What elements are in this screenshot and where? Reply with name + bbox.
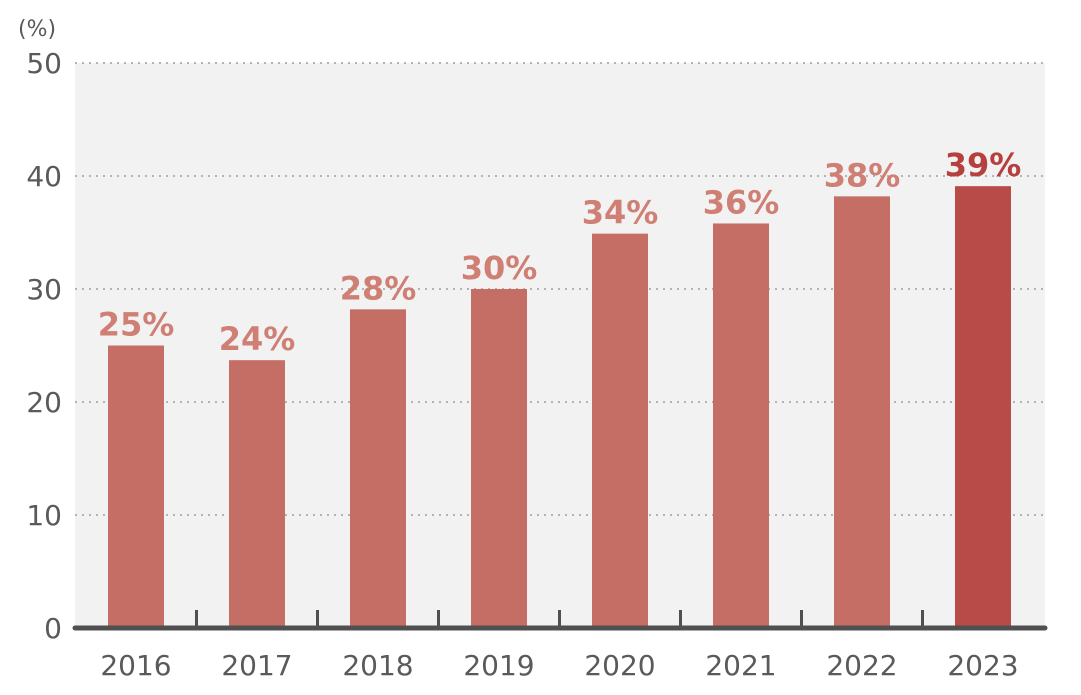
bar (471, 289, 527, 628)
x-tick-label: 2019 (463, 649, 534, 682)
data-label: 25% (98, 306, 175, 344)
data-label: 30% (461, 249, 538, 287)
bar (350, 309, 406, 628)
y-tick-label: 40 (26, 160, 62, 193)
bar (592, 233, 648, 628)
x-tick-label: 2020 (584, 649, 655, 682)
x-tick-label: 2016 (100, 649, 171, 682)
data-label: 28% (340, 269, 417, 307)
bar (834, 196, 890, 628)
y-tick-label: 50 (26, 47, 62, 80)
x-axis-ticks (195, 610, 924, 628)
data-label: 24% (219, 320, 296, 358)
x-tick-label: 2018 (342, 649, 413, 682)
bar (108, 345, 164, 628)
y-tick-label: 20 (26, 386, 62, 419)
data-label: 36% (703, 183, 780, 221)
y-axis-unit-label: (%) (18, 17, 56, 42)
bars-group (108, 186, 1011, 629)
data-label: 34% (582, 194, 659, 232)
x-tick-label: 2022 (826, 649, 897, 682)
y-tick-label: 30 (26, 273, 62, 306)
x-axis-tick-labels: 2016 2017 2018 2019 2020 2021 2022 2023 (100, 649, 1018, 682)
bar (229, 360, 285, 628)
x-tick-label: 2017 (221, 649, 292, 682)
x-tick-label: 2023 (947, 649, 1018, 682)
x-tick-label: 2021 (705, 649, 776, 682)
bar (713, 223, 769, 628)
data-labels: 25% 24% 28% 30% 34% 36% 38% 39% (98, 146, 1022, 358)
y-tick-label: 10 (26, 499, 62, 532)
data-label: 38% (824, 156, 901, 194)
y-axis-tick-labels: 0 10 20 30 40 50 (26, 47, 62, 645)
bar (955, 186, 1011, 629)
data-label: 39% (945, 146, 1022, 184)
y-tick-label: 0 (44, 612, 62, 645)
